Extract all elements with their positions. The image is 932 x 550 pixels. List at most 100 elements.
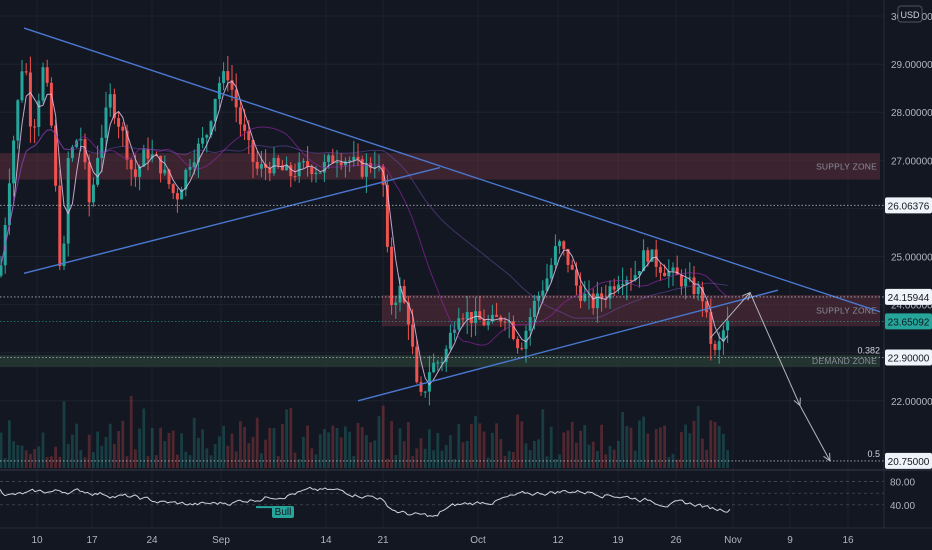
- volume-bar: [87, 434, 91, 468]
- volume-bar: [617, 440, 620, 468]
- volume-bar: [402, 441, 406, 468]
- candle-body: [448, 332, 452, 349]
- volume-bar: [365, 435, 368, 468]
- candle-body: [201, 137, 205, 144]
- volume-bar: [272, 428, 276, 468]
- volume-bar: [591, 441, 595, 468]
- candle-body: [398, 286, 402, 303]
- candle-body: [612, 286, 616, 290]
- volume-bar: [184, 451, 188, 468]
- candle-body: [469, 312, 473, 324]
- candle-body: [574, 269, 578, 286]
- volume-bar: [646, 433, 650, 468]
- volume-bar: [159, 427, 162, 468]
- volume-bar: [205, 448, 209, 468]
- candle-body: [717, 341, 721, 350]
- volume-bar: [323, 429, 326, 468]
- volume-bar: [478, 423, 482, 468]
- volume-bar: [29, 454, 32, 468]
- volume-bar: [75, 423, 78, 468]
- candle-body: [280, 165, 284, 171]
- candles: [0, 55, 730, 406]
- candle-body: [222, 71, 226, 84]
- volume-bar: [62, 401, 66, 468]
- candle-body: [608, 286, 612, 299]
- volume-bar: [495, 423, 498, 468]
- volume-bar: [428, 429, 431, 468]
- volume-bar: [667, 457, 671, 468]
- price-label: 24.15944: [888, 293, 930, 304]
- candle-body: [167, 169, 171, 185]
- candle-body: [150, 154, 154, 159]
- candle-body: [364, 163, 368, 177]
- volume-bar: [549, 426, 553, 468]
- price-label-box: [885, 197, 932, 214]
- volume-bar: [461, 442, 465, 468]
- volume-bar: [12, 441, 15, 468]
- trendlines[interactable]: [23, 27, 881, 402]
- volume-bar: [415, 448, 419, 468]
- candle-body: [327, 155, 331, 162]
- candle-body: [482, 319, 486, 326]
- candle-body: [457, 318, 461, 330]
- candle-body: [511, 321, 515, 339]
- volume-bar: [369, 442, 372, 468]
- volume-bar: [570, 421, 574, 468]
- candle-body: [705, 301, 709, 313]
- price-label: 23.65092: [888, 317, 930, 328]
- x-axis: 10 17 24 Sep 14 21 Oct 12 19 26 Nov 9 16: [0, 527, 932, 546]
- volume-bar: [239, 421, 242, 468]
- candle-body: [196, 143, 200, 163]
- candle-body: [549, 265, 553, 279]
- candle-body: [411, 324, 415, 347]
- candle-body: [541, 290, 545, 296]
- x-tick: 17: [86, 535, 98, 546]
- candle-body: [415, 346, 419, 383]
- volume-bar: [146, 456, 150, 468]
- zone-label: DEMAND ZONE: [812, 356, 877, 366]
- candle-body: [184, 169, 188, 190]
- currency-box: [897, 5, 923, 23]
- candle-body: [381, 166, 385, 185]
- volume-bars: [0, 395, 729, 468]
- candle-body: [247, 130, 251, 141]
- y-tick: 28.00000: [891, 108, 932, 119]
- candle-body: [129, 159, 133, 170]
- volume-bar: [155, 455, 158, 468]
- volume-bar: [45, 457, 49, 468]
- volume-bar: [633, 450, 637, 468]
- volume-bar: [58, 456, 62, 468]
- currency-badge[interactable]: USD: [897, 5, 923, 23]
- volume-bar: [423, 448, 427, 468]
- candle-body: [390, 246, 394, 306]
- candle-body: [121, 126, 125, 131]
- price-labels: 26.06376 24.15944 23.65092 22.90000 20.75000: [885, 197, 932, 469]
- candle-body: [696, 286, 700, 295]
- volume-bar: [373, 440, 377, 468]
- volume-bar: [474, 415, 477, 468]
- volume-bar: [318, 434, 322, 468]
- volume-bar: [709, 420, 713, 468]
- y-tick: 24.00000: [891, 301, 932, 312]
- candle-body: [444, 348, 448, 363]
- volume-bar: [575, 442, 578, 468]
- candle-body: [490, 314, 494, 322]
- y-tick: 29.00000: [891, 60, 932, 71]
- volume-bar: [8, 420, 11, 468]
- candle-body: [621, 284, 625, 286]
- candle-body: [394, 302, 398, 306]
- volume-bar: [516, 414, 519, 468]
- projection-path: [709, 291, 831, 462]
- volume-bar: [33, 448, 36, 468]
- price-label-box: [885, 452, 932, 469]
- candle-body: [243, 124, 247, 131]
- volume-bar: [587, 444, 591, 468]
- volume-bar: [579, 430, 582, 468]
- volume-bar: [209, 455, 213, 468]
- candle-body: [419, 382, 423, 392]
- volume-bar: [117, 430, 120, 468]
- volume-bar: [503, 455, 507, 468]
- volume-bar: [583, 425, 587, 468]
- candle-body: [16, 100, 20, 141]
